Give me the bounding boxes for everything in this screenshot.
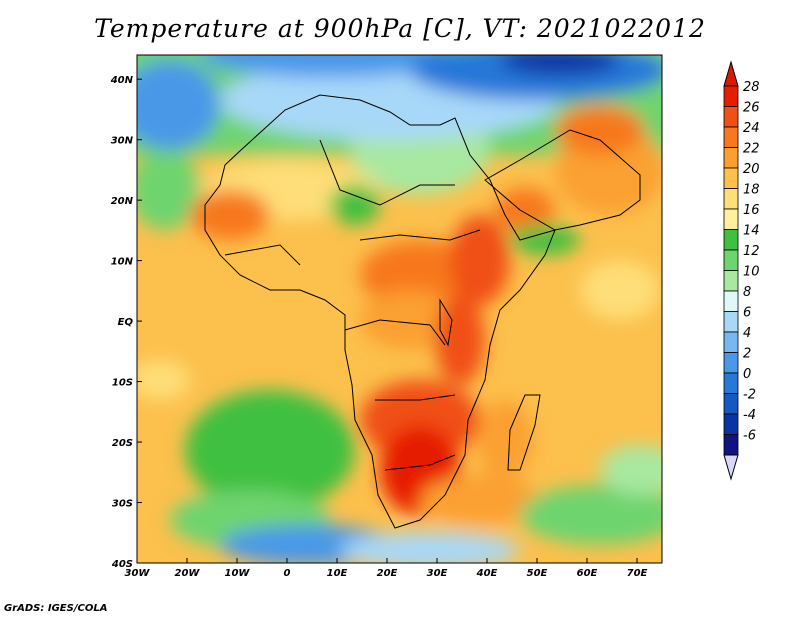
coastline-outline [204, 94, 641, 529]
colorbar-level-label: -2 [743, 388, 756, 403]
colorbar-level-label: 10 [743, 265, 760, 280]
colorbar-level-label: 12 [743, 244, 760, 259]
map-frame [136, 54, 663, 564]
lon-tick-label: 10E [327, 568, 348, 579]
colorbar-level-label: 0 [743, 367, 751, 382]
grads-credit: GrADS: IGES/COLA [4, 603, 108, 614]
colorbar-swatch [723, 126, 739, 148]
colorbar-level-label: 4 [743, 326, 751, 341]
colorbar-top-triangle [723, 60, 739, 87]
colorbar-swatch [723, 270, 739, 292]
temperature-field [137, 55, 662, 563]
lon-tick-label: 0 [284, 568, 291, 579]
longitude-axis: 30W 20W 10W 0 10E 20E 30E 40E 50E 60E 70E [125, 558, 648, 579]
colorbar-swatch [723, 372, 739, 394]
lon-tick-label: 30E [427, 568, 448, 579]
lon-tick-label: 20E [377, 568, 398, 579]
colorbar-swatch [723, 249, 739, 271]
lon-tick-label: 70E [627, 568, 648, 579]
colorbar-level-label: -4 [743, 408, 756, 423]
colorbar-swatch [723, 147, 739, 169]
colorbar-swatch [723, 106, 739, 128]
map-title: Temperature at 900hPa [C], VT: 202102201… [94, 14, 706, 43]
lat-tick-label: 30N [111, 136, 134, 147]
colorbar-level-label: 2 [743, 347, 751, 362]
lat-tick-label: 30S [112, 499, 133, 510]
colorbar-swatch [723, 413, 739, 435]
colorbar-level-label: 16 [743, 203, 760, 218]
colorbar-swatch [723, 290, 739, 312]
colorbar-level-label: 22 [743, 142, 760, 157]
lon-tick-label: 60E [577, 568, 598, 579]
colorbar-swatch [723, 229, 739, 251]
colorbar-swatch [723, 434, 739, 456]
colorbar-swatch [723, 311, 739, 333]
colorbar-swatch [723, 352, 739, 374]
colorbar-level-label: 14 [743, 224, 760, 239]
colorbar-swatch [723, 188, 739, 210]
lon-tick-label: 20W [175, 568, 201, 579]
colorbar-swatch [723, 208, 739, 230]
colorbar-level-label: 20 [743, 162, 760, 177]
colorbar-level-label: 24 [743, 121, 760, 136]
colorbar-level-label: 6 [743, 306, 751, 321]
colorbar-swatch [723, 85, 739, 107]
colorbar-level-label: -6 [743, 429, 756, 444]
colorbar-swatch [723, 167, 739, 189]
lon-tick-label: 40E [476, 568, 498, 579]
colorbar-swatch [723, 331, 739, 353]
colorbar-bottom-triangle [723, 454, 739, 481]
lat-tick-label: 20S [112, 438, 133, 449]
lat-tick-label: 40S [111, 559, 133, 570]
lon-tick-label: 50E [527, 568, 548, 579]
lat-tick-label: 10S [112, 378, 133, 389]
colorbar-swatch [723, 393, 739, 415]
lon-tick-label: 10W [225, 568, 251, 579]
colorbar-level-label: 26 [743, 101, 760, 116]
colorbar-level-label: 8 [743, 285, 751, 300]
lon-tick-label: 30W [125, 568, 151, 579]
colorbar-level-label: 18 [743, 183, 760, 198]
lat-tick-label: 10N [111, 257, 134, 268]
colorbar-level-label: 28 [743, 80, 760, 95]
lat-tick-label: 40N [110, 75, 134, 86]
lat-tick-label: EQ [118, 317, 134, 328]
lat-tick-label: 20N [111, 196, 134, 207]
latitude-axis: 40N 30N 20N 10N EQ 10S 20S 30S 40S [110, 75, 142, 570]
